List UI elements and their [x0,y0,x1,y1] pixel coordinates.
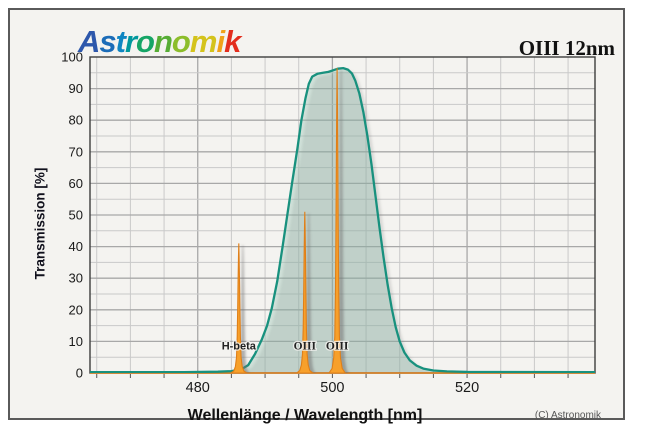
logo-letter: i [216,24,225,59]
filter-name-title: OIII 12nm [518,36,615,60]
logo-letter: k [224,24,241,59]
logo-letter: o [171,24,191,59]
logo-letter: A [78,24,100,59]
logo-letter: t [115,24,126,59]
logo-letter: n [153,24,173,59]
astronomik-logo: Astronomik [78,24,241,60]
y-axis-title: Transmission [%] [32,167,48,280]
copyright-note: (C) Astronomik [534,410,601,421]
x-axis-title: Wellenlänge / Wavelength [nm] [187,407,423,424]
logo-letter: r [124,24,137,59]
logo-letter: m [189,24,218,59]
logo-letter: s [99,24,116,59]
filter-chart-figure: Astronomik OIII 12nm Transmission [%] We… [8,8,625,424]
logo-letter: o [136,24,155,59]
